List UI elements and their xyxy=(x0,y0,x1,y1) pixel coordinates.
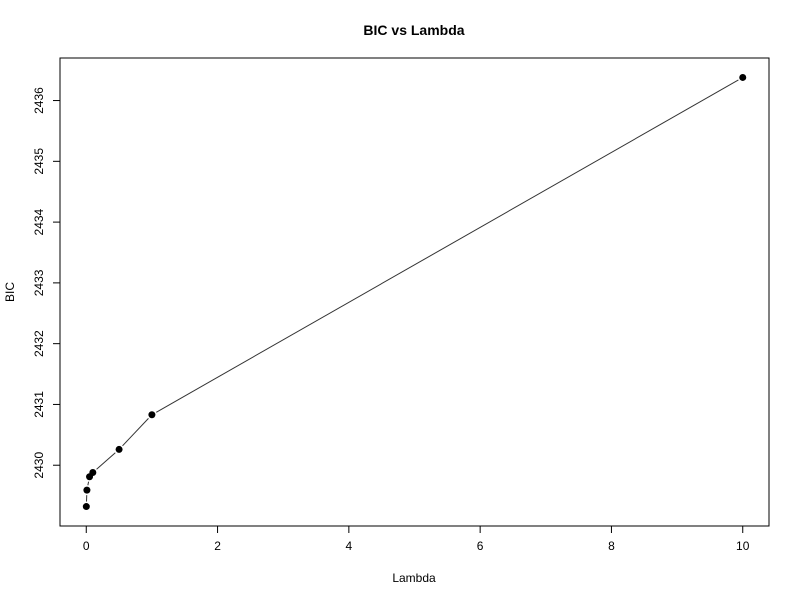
data-point xyxy=(739,73,747,81)
series-line-segment xyxy=(87,481,90,486)
x-tick-label: 8 xyxy=(608,539,615,553)
y-tick-label: 2435 xyxy=(32,148,46,175)
x-tick-label: 6 xyxy=(477,539,484,553)
data-point xyxy=(82,503,90,511)
y-tick-label: 2436 xyxy=(32,87,46,114)
y-axis: 2430 2431 2432 2433 2434 2435 2436 xyxy=(32,87,60,479)
series-line-segment xyxy=(122,418,149,447)
series-layer xyxy=(82,73,747,511)
y-tick-label: 2432 xyxy=(32,330,46,357)
series-line-segment xyxy=(96,452,116,470)
plot-frame xyxy=(59,57,770,527)
y-tick-label: 2430 xyxy=(32,452,46,479)
x-tick-label: 2 xyxy=(214,539,221,553)
x-tick-label: 0 xyxy=(83,539,90,553)
x-tick-label: 10 xyxy=(736,539,750,553)
data-point xyxy=(89,469,97,477)
series-line-segment xyxy=(156,79,739,413)
chart-title: BIC vs Lambda xyxy=(363,22,464,38)
y-tick-label: 2434 xyxy=(32,208,46,235)
y-axis-label: BIC xyxy=(3,282,17,302)
y-tick-label: 2433 xyxy=(32,269,46,296)
data-point xyxy=(148,411,156,419)
x-tick-label: 4 xyxy=(346,539,353,553)
y-tick-label: 2431 xyxy=(32,391,46,418)
data-point xyxy=(83,486,91,494)
x-axis: 0 2 4 6 8 10 xyxy=(83,526,750,553)
x-axis-label: Lambda xyxy=(392,571,436,585)
data-point xyxy=(115,445,123,453)
